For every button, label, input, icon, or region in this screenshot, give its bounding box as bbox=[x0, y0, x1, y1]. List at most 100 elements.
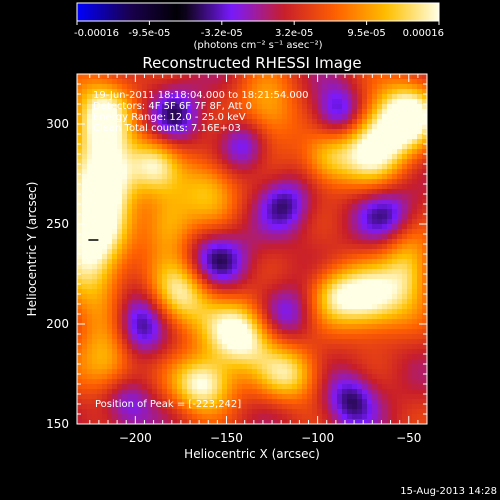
heatmap-cell bbox=[297, 139, 303, 145]
heatmap-cell bbox=[377, 399, 383, 405]
heatmap-cell bbox=[347, 369, 353, 375]
heatmap-cell bbox=[97, 114, 103, 120]
heatmap-cell bbox=[412, 199, 418, 205]
heatmap-cell bbox=[242, 114, 248, 120]
heatmap-cell bbox=[172, 319, 178, 325]
heatmap-cell bbox=[372, 409, 378, 415]
heatmap-cell bbox=[167, 309, 173, 315]
heatmap-cell bbox=[157, 104, 163, 110]
heatmap-cell bbox=[362, 254, 368, 260]
heatmap-cell bbox=[157, 229, 163, 235]
heatmap-cell bbox=[192, 314, 198, 320]
heatmap-cell bbox=[212, 369, 218, 375]
heatmap-cell bbox=[342, 364, 348, 370]
heatmap-cell bbox=[302, 279, 308, 285]
heatmap-cell bbox=[182, 264, 188, 270]
heatmap-cell bbox=[197, 264, 203, 270]
heatmap-cell bbox=[342, 109, 348, 115]
heatmap-cell bbox=[92, 309, 98, 315]
heatmap-cell bbox=[82, 94, 88, 100]
heatmap-cell bbox=[272, 139, 278, 145]
heatmap-cell bbox=[317, 239, 323, 245]
heatmap-cell bbox=[317, 319, 323, 325]
heatmap-cell bbox=[202, 304, 208, 310]
heatmap-cell bbox=[357, 109, 363, 115]
heatmap-cell bbox=[92, 404, 98, 410]
heatmap-cell bbox=[397, 414, 403, 420]
heatmap-cell bbox=[302, 334, 308, 340]
heatmap-cell bbox=[177, 204, 183, 210]
heatmap-cell bbox=[412, 249, 418, 255]
heatmap-cell bbox=[182, 314, 188, 320]
heatmap-cell bbox=[257, 359, 263, 365]
heatmap-cell bbox=[82, 244, 88, 250]
heatmap-cell bbox=[122, 194, 128, 200]
heatmap-cell bbox=[132, 224, 138, 230]
heatmap-cell bbox=[232, 129, 238, 135]
heatmap-cell bbox=[157, 334, 163, 340]
heatmap-cell bbox=[292, 289, 298, 295]
heatmap-cell bbox=[277, 119, 283, 125]
heatmap-cell bbox=[392, 124, 398, 130]
heatmap-cell bbox=[237, 369, 243, 375]
heatmap-cell bbox=[132, 209, 138, 215]
heatmap-cell bbox=[387, 389, 393, 395]
heatmap-cell bbox=[342, 249, 348, 255]
heatmap-cell bbox=[317, 354, 323, 360]
heatmap-cell bbox=[252, 219, 258, 225]
heatmap-cell bbox=[342, 219, 348, 225]
heatmap-cell bbox=[412, 179, 418, 185]
heatmap-cell bbox=[177, 149, 183, 155]
heatmap-cell bbox=[232, 169, 238, 175]
heatmap-cell bbox=[292, 334, 298, 340]
heatmap-cell bbox=[277, 374, 283, 380]
heatmap-cell bbox=[422, 314, 427, 320]
heatmap-cell bbox=[297, 259, 303, 265]
heatmap-cell bbox=[137, 314, 143, 320]
heatmap-cell bbox=[237, 179, 243, 185]
heatmap-cell bbox=[342, 239, 348, 245]
heatmap-cell bbox=[202, 319, 208, 325]
heatmap-cell bbox=[387, 79, 393, 85]
heatmap-cell bbox=[247, 359, 253, 365]
heatmap-cell bbox=[422, 299, 427, 305]
heatmap-cell bbox=[82, 139, 88, 145]
heatmap-cell bbox=[82, 254, 88, 260]
heatmap-cell bbox=[317, 184, 323, 190]
heatmap-cell bbox=[97, 214, 103, 220]
heatmap-cell bbox=[147, 219, 153, 225]
heatmap-cell bbox=[307, 279, 313, 285]
heatmap-cell bbox=[372, 219, 378, 225]
heatmap-cell bbox=[207, 364, 213, 370]
heatmap-cell bbox=[212, 99, 218, 105]
heatmap-cell bbox=[117, 274, 123, 280]
heatmap-cell bbox=[387, 229, 393, 235]
heatmap-cell bbox=[347, 84, 353, 90]
heatmap-cell bbox=[137, 94, 143, 100]
heatmap-cell bbox=[87, 224, 93, 230]
heatmap-cell bbox=[317, 79, 323, 85]
heatmap-cell bbox=[137, 169, 143, 175]
heatmap-cell bbox=[322, 124, 328, 130]
heatmap-cell bbox=[232, 99, 238, 105]
heatmap-cell bbox=[282, 129, 288, 135]
heatmap-cell bbox=[212, 354, 218, 360]
heatmap-cell bbox=[387, 304, 393, 310]
heatmap-cell bbox=[117, 79, 123, 85]
heatmap-cell bbox=[337, 174, 343, 180]
heatmap-cell bbox=[297, 289, 303, 295]
heatmap-cell bbox=[217, 209, 223, 215]
heatmap-cell bbox=[242, 169, 248, 175]
heatmap-cell bbox=[77, 269, 83, 275]
heatmap-cell bbox=[262, 164, 268, 170]
heatmap-cell bbox=[322, 404, 328, 410]
heatmap-cell bbox=[412, 274, 418, 280]
heatmap-cell bbox=[347, 284, 353, 290]
heatmap-cell bbox=[307, 379, 313, 385]
heatmap-cell bbox=[272, 354, 278, 360]
heatmap-cell bbox=[82, 149, 88, 155]
heatmap-cell bbox=[77, 264, 83, 270]
heatmap-cell bbox=[212, 74, 218, 80]
heatmap-cell bbox=[77, 404, 83, 410]
heatmap-cell bbox=[217, 234, 223, 240]
